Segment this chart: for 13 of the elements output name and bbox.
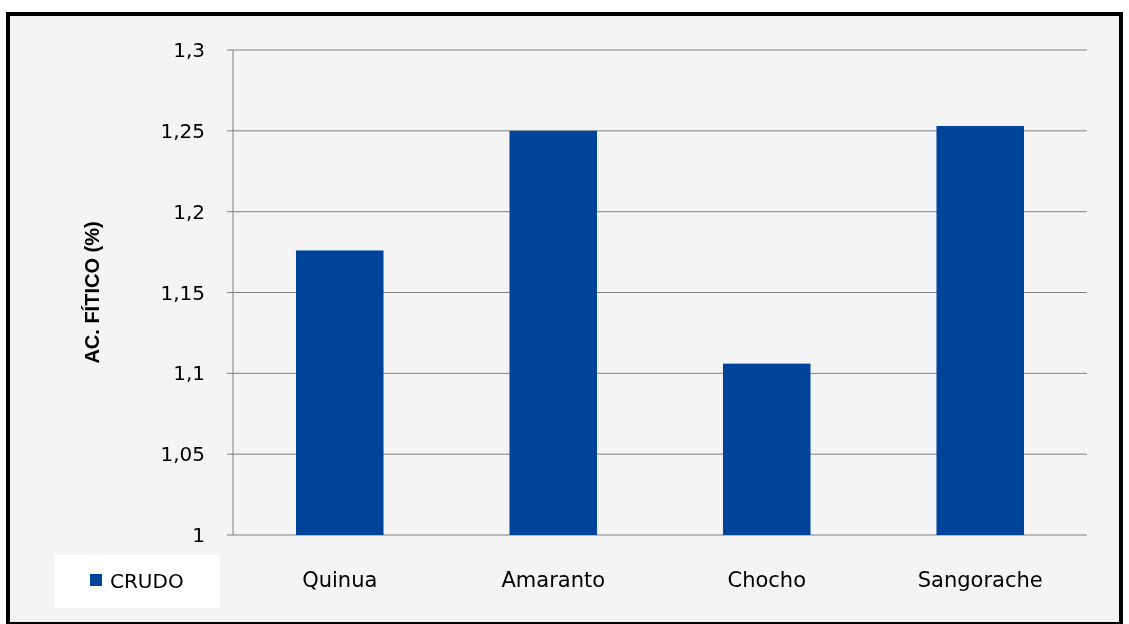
y-tick-label: 1,05 bbox=[160, 442, 205, 467]
legend-label: CRUDO bbox=[110, 569, 184, 593]
y-tick-label: 1,25 bbox=[160, 118, 205, 143]
y-tick-label: 1,1 bbox=[173, 361, 205, 386]
x-tick-label: Amaranto bbox=[501, 568, 606, 593]
y-tick-label: 1,3 bbox=[173, 38, 205, 62]
y-axis-title: AC. FÍTICO (%) bbox=[81, 221, 103, 364]
x-tick-label: Quinua bbox=[302, 568, 378, 593]
y-tick-label: 1,15 bbox=[160, 280, 205, 305]
y-tick-label: 1 bbox=[192, 523, 205, 547]
x-tick-label: Sangorache bbox=[917, 568, 1043, 593]
y-tick-label: 1,2 bbox=[173, 199, 205, 224]
x-tick-label: Chocho bbox=[727, 568, 807, 593]
